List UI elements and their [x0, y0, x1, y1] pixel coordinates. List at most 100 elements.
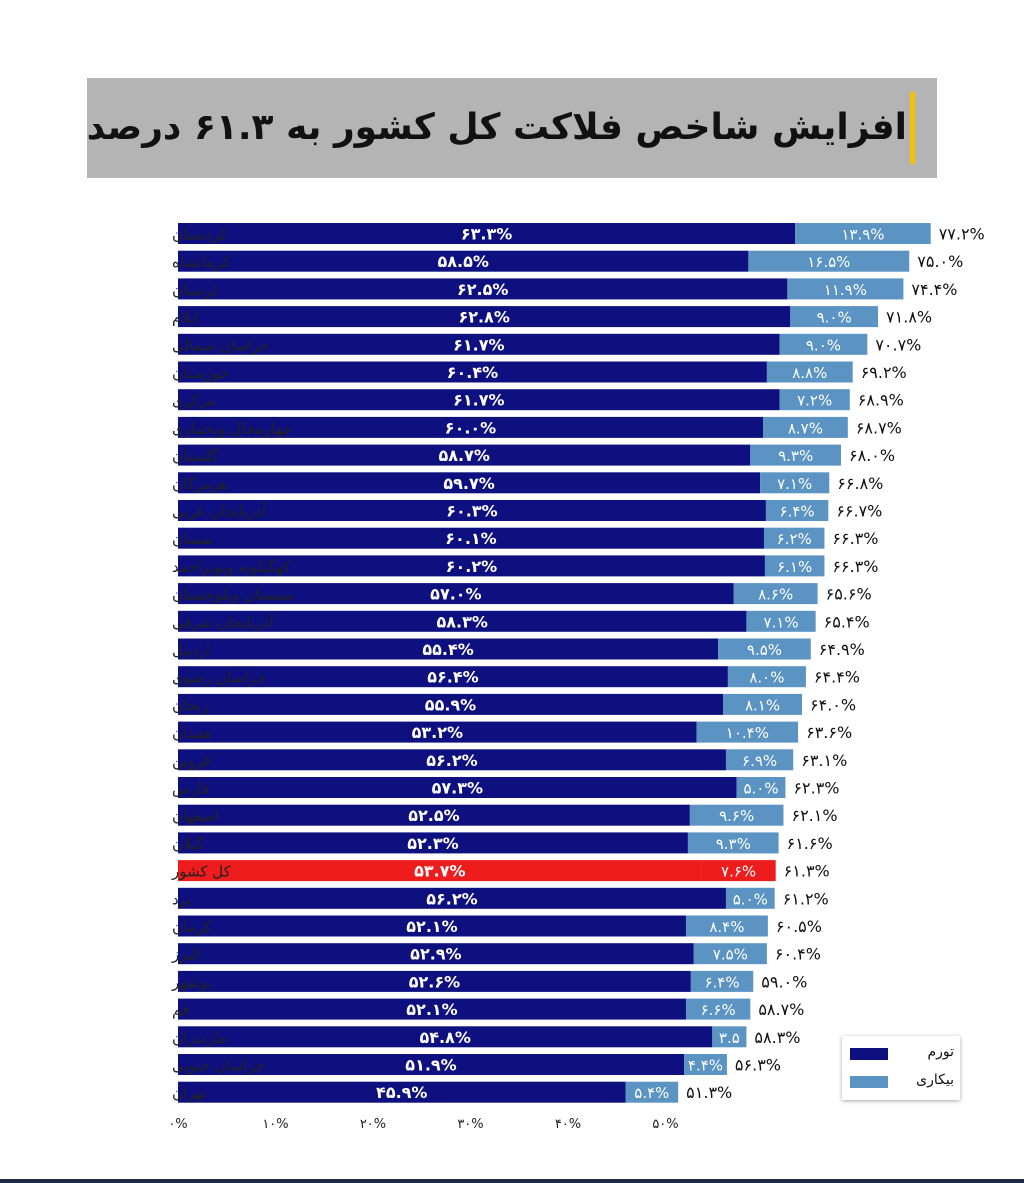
label-total: ۶۴.۴%: [814, 668, 860, 687]
bar-unemployment: [764, 555, 825, 577]
label-unemployment: ۹.۰%: [817, 309, 852, 327]
label-total: ۶۵.۴%: [824, 612, 870, 631]
bar-unemployment: [750, 444, 841, 466]
bar-unemployment: [696, 721, 799, 743]
category-label: مرکزی: [172, 392, 215, 410]
bar-unemployment: [718, 638, 811, 660]
bar-inflation: [178, 416, 763, 438]
x-tick-label: ۳۰%: [457, 1117, 483, 1132]
category-label: کرمانشاه: [172, 253, 231, 271]
label-inflation: ۵۲.۱%: [406, 917, 457, 936]
label-unemployment: ۴.۴%: [688, 1057, 723, 1075]
label-unemployment: ۶.۹%: [742, 752, 777, 770]
label-inflation: ۶۰.۲%: [446, 557, 497, 576]
label-unemployment: ۸.۷%: [788, 419, 823, 437]
category-label: هرمزگان: [172, 475, 227, 493]
label-total: ۶۰.۵%: [776, 917, 822, 936]
label-inflation: ۵۸.۷%: [438, 446, 489, 465]
label-unemployment: ۵.۰%: [733, 890, 768, 908]
legend-swatch-inflation: [850, 1048, 888, 1060]
bar-unemployment: [701, 860, 776, 882]
label-unemployment: ۷.۲%: [797, 392, 832, 410]
bar-inflation: [178, 306, 791, 328]
bar-unemployment: [795, 223, 931, 244]
title-accent-bar: [910, 92, 915, 164]
category-label: لرستان: [172, 281, 218, 299]
category-label: آذربایجان غربی: [172, 503, 267, 521]
label-inflation: ۵۲.۹%: [410, 945, 461, 964]
bar-unemployment: [690, 970, 754, 992]
bar-unemployment: [725, 887, 775, 909]
label-unemployment: ۹.۵%: [747, 641, 782, 659]
bar-inflation: [178, 998, 686, 1020]
category-label: قزوین: [172, 752, 210, 770]
label-inflation: ۶۰.۱%: [445, 529, 496, 548]
label-total: ۶۶.۳%: [832, 557, 878, 576]
category-label: کردستان: [172, 226, 228, 244]
label-total: ۵۸.۷%: [758, 1000, 804, 1019]
bottom-border: [0, 1179, 1024, 1183]
label-inflation: ۵۲.۵%: [408, 806, 459, 825]
label-total: ۶۸.۷%: [856, 418, 902, 437]
label-inflation: ۶۳.۳%: [461, 225, 512, 244]
category-label: فارس: [172, 780, 209, 798]
label-unemployment: ۹.۳%: [716, 835, 751, 853]
label-inflation: ۵۵.۴%: [422, 640, 473, 659]
bar-unemployment: [685, 998, 751, 1020]
label-total: ۶۲.۱%: [791, 806, 837, 825]
category-label: یزد: [172, 890, 191, 908]
label-total: ۷۷.۲%: [939, 225, 985, 244]
bar-unemployment: [790, 306, 879, 328]
bar-inflation: [178, 721, 697, 743]
bar-inflation: [178, 361, 767, 383]
label-total: ۶۶.۳%: [832, 529, 878, 548]
label-inflation: ۵۷.۰%: [430, 585, 481, 604]
bar-unemployment: [760, 472, 830, 494]
label-total: ۶۶.۷%: [836, 502, 882, 521]
label-unemployment: ۱۳.۹%: [841, 226, 884, 244]
x-tick-label: ۰%: [168, 1117, 187, 1132]
label-inflation: ۵۸.۳%: [437, 612, 488, 631]
bar-unemployment: [685, 915, 768, 937]
bar-unemployment: [779, 333, 868, 355]
label-unemployment: ۷.۶%: [721, 863, 756, 881]
label-inflation: ۶۰.۳%: [446, 502, 497, 521]
category-label: کهگیلویه وبویراحمد: [172, 558, 291, 576]
bar-inflation: [178, 500, 766, 521]
legend-item-unemployment: بیکاری: [850, 1070, 954, 1094]
label-inflation: ۴۵.۹%: [376, 1083, 427, 1102]
bar-inflation: [178, 832, 688, 854]
label-unemployment: ۹.۶%: [719, 807, 754, 825]
category-label: چهارمحال وبختیاری: [172, 419, 292, 437]
label-unemployment: ۹.۰%: [806, 336, 841, 354]
label-unemployment: ۶.۴%: [704, 973, 739, 991]
category-label: اصفهان: [172, 807, 219, 825]
category-label: اردبیل: [172, 641, 210, 659]
category-label: آذربایجان شرقی: [172, 613, 274, 631]
label-inflation: ۵۴.۸%: [419, 1028, 470, 1047]
label-inflation: ۵۱.۹%: [405, 1056, 456, 1075]
label-inflation: ۵۵.۹%: [425, 695, 476, 714]
label-inflation: ۵۳.۷%: [414, 862, 465, 881]
label-inflation: ۵۶.۲%: [426, 889, 477, 908]
bar-unemployment: [748, 250, 910, 272]
bar-unemployment: [779, 389, 850, 411]
bar-inflation: [178, 527, 764, 549]
bar-unemployment: [763, 416, 848, 438]
label-unemployment: ۸.۶%: [758, 586, 793, 604]
label-total: ۶۸.۹%: [858, 391, 904, 410]
label-total: ۶۵.۶%: [826, 585, 872, 604]
bar-unemployment: [733, 583, 818, 605]
legend-label-unemployment: بیکاری: [916, 1072, 954, 1088]
title-banner: افزایش شاخص فلاکت کل کشور به ۶۱.۳ درصد: [87, 78, 937, 178]
category-label: سمنان: [172, 530, 213, 548]
bar-inflation: [178, 970, 691, 992]
bar-unemployment: [684, 1054, 727, 1075]
category-label: کل کشور: [171, 863, 232, 881]
label-total: ۶۳.۱%: [801, 751, 847, 770]
bar-unemployment: [746, 610, 816, 632]
bar-inflation: [178, 887, 726, 909]
label-total: ۶۳.۶%: [806, 723, 852, 742]
label-inflation: ۶۲.۸%: [458, 308, 509, 327]
label-total: ۵۱.۳%: [686, 1083, 732, 1102]
